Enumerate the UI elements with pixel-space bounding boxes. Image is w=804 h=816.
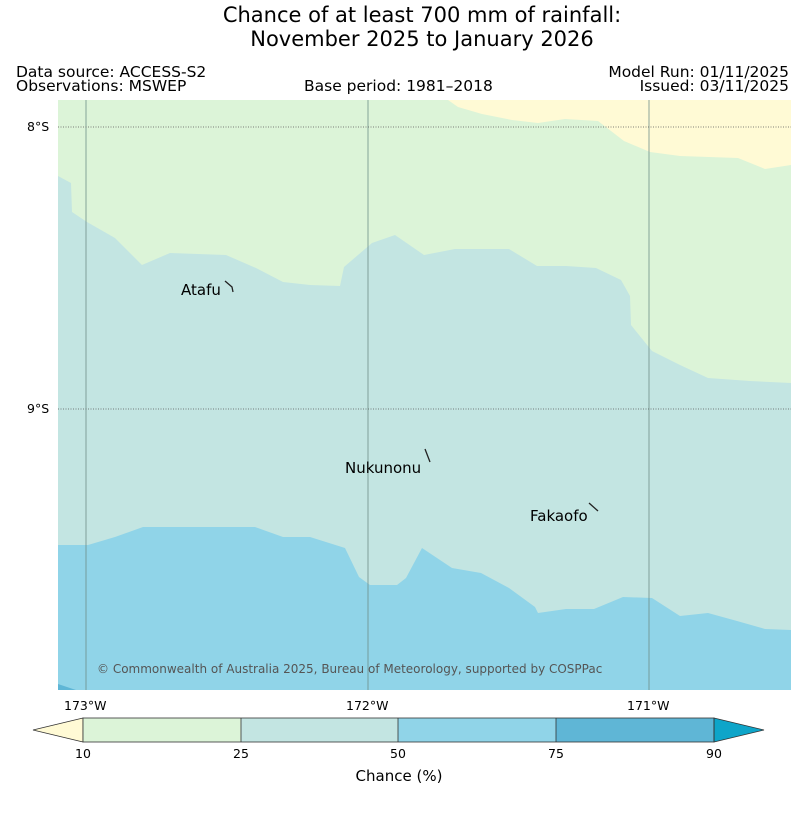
title-line-1: Chance of at least 700 mm of rainfall: [222,3,622,27]
issued-date: Issued: 03/11/2025 [639,77,789,95]
colorbar-75-90 [556,718,714,742]
atafu-atoll [224,280,234,293]
colorbar-tick-10: 10 [75,746,91,761]
nukunonu-atoll [424,448,431,463]
band-lt10 [448,100,791,169]
map-title: Chance of at least 700 mm of rainfall: N… [0,3,804,51]
data-source: Data source: ACCESS-S2 [16,63,207,81]
lat-label-8s: 8°S [27,119,50,134]
colorbar-tick-90: 90 [706,746,722,761]
lon-label-171w: 171°W [627,698,670,713]
meridians [85,100,650,690]
colorbar [32,717,765,743]
colorbar-label: Chance (%) [355,767,443,785]
band-50-75 [58,527,791,690]
base-period: Base period: 1981–2018 [304,77,493,95]
islands [224,280,599,512]
colorbar-outline [82,717,715,743]
map-frame [58,100,791,690]
colorbar-lt10 [32,717,84,743]
model-run: Model Run: 01/11/2025 [608,63,789,81]
colorbar-50-75 [398,718,556,742]
colorbar-tick-25: 25 [233,746,249,761]
band-75-90 [58,684,76,690]
lon-label-173w: 173°W [64,698,107,713]
lon-label-172w: 172°W [346,698,389,713]
parallels [58,126,791,410]
colorbar-25-50 [241,718,398,742]
fakaofo-atoll [588,502,599,512]
lat-label-9s: 9°S [27,401,50,416]
place-nukunonu: Nukunonu [345,459,422,477]
observations: Observations: MSWEP [16,77,187,95]
colorbar-10-25 [83,718,241,742]
title-line-2: November 2025 to January 2026 [250,27,594,51]
place-atafu: Atafu [181,281,221,299]
colorbar-gt90 [713,717,765,743]
copyright-credit: © Commonwealth of Australia 2025, Bureau… [97,662,603,676]
colorbar-tick-75: 75 [548,746,564,761]
colorbar-tick-50: 50 [390,746,406,761]
place-fakaofo: Fakaofo [530,507,588,525]
